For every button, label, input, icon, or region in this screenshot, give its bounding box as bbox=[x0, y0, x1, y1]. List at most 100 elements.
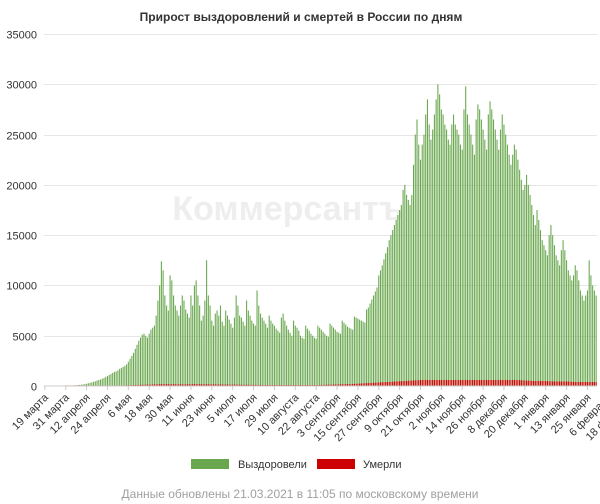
bar-recovered bbox=[242, 321, 244, 386]
bar-recovered bbox=[258, 305, 260, 386]
bar-recovered bbox=[399, 210, 401, 386]
bar-deaths bbox=[428, 379, 430, 386]
bar-recovered bbox=[513, 144, 515, 386]
bar-recovered bbox=[501, 114, 503, 387]
bar-recovered bbox=[310, 333, 312, 386]
bar-recovered bbox=[371, 299, 373, 386]
bar-deaths bbox=[299, 384, 302, 386]
bar-recovered bbox=[491, 109, 493, 387]
bar-recovered bbox=[529, 194, 531, 386]
bar-recovered bbox=[190, 295, 192, 386]
bar-recovered bbox=[548, 235, 550, 386]
bar-deaths bbox=[527, 380, 529, 386]
bar-recovered bbox=[484, 139, 486, 386]
bar-deaths bbox=[399, 381, 401, 386]
bar-recovered bbox=[152, 327, 154, 386]
bar-recovered bbox=[113, 371, 115, 386]
bar-deaths bbox=[174, 384, 176, 386]
bar-recovered bbox=[555, 255, 557, 386]
bar-recovered bbox=[294, 325, 296, 386]
bar-recovered bbox=[383, 259, 385, 386]
bar-recovered bbox=[413, 164, 415, 386]
bar-recovered bbox=[369, 303, 371, 386]
bar-recovered bbox=[279, 332, 281, 386]
bar-recovered bbox=[526, 174, 528, 386]
bar-deaths bbox=[272, 384, 274, 386]
bar-recovered bbox=[487, 114, 489, 387]
bar-recovered bbox=[226, 315, 228, 386]
bar-deaths bbox=[446, 379, 448, 386]
bar-deaths bbox=[546, 381, 548, 386]
bar-deaths bbox=[578, 381, 580, 386]
bar-deaths bbox=[153, 384, 155, 386]
bar-recovered bbox=[374, 291, 376, 386]
bar-deaths bbox=[472, 379, 474, 386]
bar-deaths bbox=[569, 381, 571, 386]
bar-deaths bbox=[473, 379, 475, 386]
bar-deaths bbox=[386, 381, 388, 386]
bar-deaths bbox=[160, 384, 162, 386]
bar-recovered bbox=[305, 325, 307, 386]
bar-deaths bbox=[414, 380, 416, 386]
bar-recovered bbox=[527, 184, 529, 386]
bar-recovered bbox=[202, 315, 204, 386]
bar-recovered bbox=[82, 384, 84, 386]
bar-recovered bbox=[446, 129, 448, 387]
legend-swatch-recovered bbox=[191, 459, 229, 469]
bar-deaths bbox=[305, 384, 307, 386]
bar-recovered bbox=[470, 134, 472, 386]
bar-recovered bbox=[392, 230, 394, 386]
bar-deaths bbox=[214, 384, 216, 386]
bar-recovered bbox=[432, 129, 434, 387]
bar-recovered bbox=[362, 321, 364, 386]
bar-deaths bbox=[223, 384, 225, 386]
bar-deaths bbox=[199, 384, 201, 386]
bar-deaths bbox=[173, 384, 175, 386]
bar-recovered bbox=[550, 225, 552, 386]
bar-recovered bbox=[404, 184, 406, 386]
bar-recovered bbox=[519, 169, 521, 386]
bar-recovered bbox=[378, 275, 380, 386]
bar-deaths bbox=[369, 382, 371, 386]
bar-deaths bbox=[425, 379, 427, 386]
bar-deaths bbox=[529, 380, 531, 386]
bar-recovered bbox=[169, 275, 171, 386]
legend-label-recovered: Выздоровели bbox=[238, 459, 307, 471]
bar-recovered bbox=[440, 109, 442, 387]
bar-deaths bbox=[566, 381, 568, 386]
bar-deaths bbox=[423, 379, 425, 386]
bar-deaths bbox=[470, 379, 472, 386]
bar-deaths bbox=[315, 384, 317, 386]
bar-deaths bbox=[376, 382, 378, 386]
bar-recovered bbox=[146, 337, 149, 386]
bar-deaths bbox=[339, 384, 342, 386]
bar-recovered bbox=[486, 149, 488, 386]
bar-recovered bbox=[545, 250, 547, 386]
bar-deaths bbox=[277, 384, 279, 386]
bar-recovered bbox=[261, 317, 263, 386]
bar-deaths bbox=[388, 381, 390, 386]
bar-deaths bbox=[539, 380, 542, 386]
bar-deaths bbox=[291, 384, 293, 386]
bar-deaths bbox=[581, 381, 583, 386]
bar-deaths bbox=[468, 379, 470, 386]
bar-deaths bbox=[143, 384, 145, 386]
bar-recovered bbox=[230, 323, 232, 386]
bar-recovered bbox=[463, 109, 465, 387]
bar-deaths bbox=[482, 379, 484, 386]
bar-deaths bbox=[145, 384, 147, 386]
bar-recovered bbox=[379, 270, 382, 386]
bar-deaths bbox=[136, 384, 138, 386]
bar-recovered bbox=[251, 320, 253, 386]
bar-deaths bbox=[480, 379, 482, 386]
bar-recovered bbox=[539, 230, 542, 386]
bar-recovered bbox=[291, 335, 293, 386]
bar-deaths bbox=[508, 379, 510, 386]
bar-deaths bbox=[378, 382, 380, 386]
bar-recovered bbox=[343, 322, 345, 386]
bar-deaths bbox=[348, 384, 350, 386]
bar-recovered bbox=[110, 373, 112, 386]
bar-deaths bbox=[531, 380, 533, 386]
bar-recovered bbox=[346, 326, 348, 386]
bar-recovered bbox=[423, 134, 425, 386]
